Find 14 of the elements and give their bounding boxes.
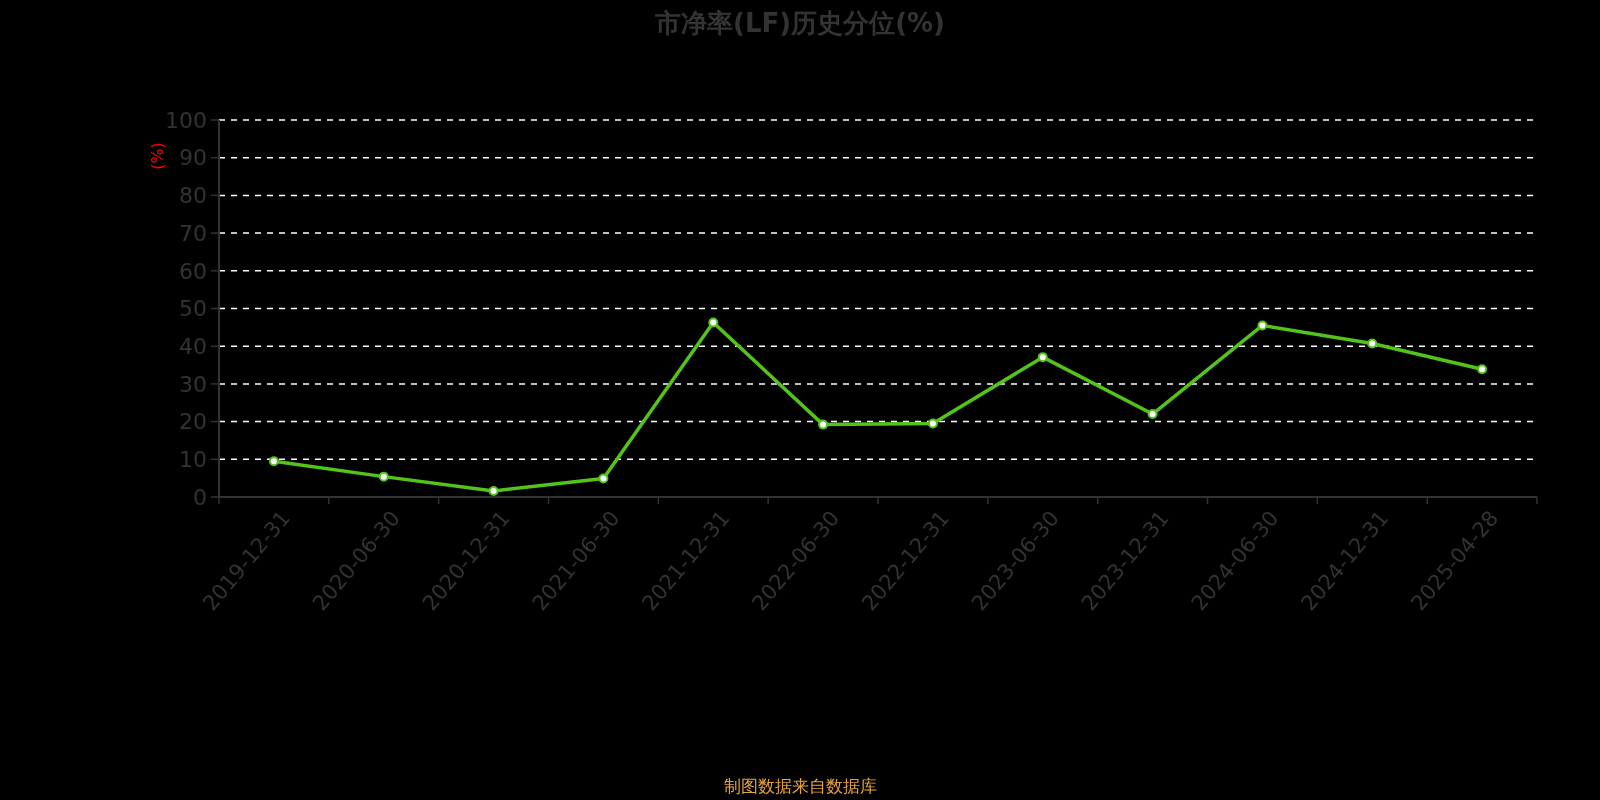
point [708,317,719,328]
point [1037,352,1048,363]
point [1367,338,1378,349]
point [1147,409,1158,420]
point [927,418,938,429]
point [488,485,499,496]
point [1477,364,1488,375]
text: 制图数据来自数据库 [723,776,877,796]
point [268,456,279,467]
y-axis-title: (%) [148,142,167,170]
point [818,419,829,430]
point [598,473,609,484]
point [1257,320,1268,331]
point [378,471,389,482]
